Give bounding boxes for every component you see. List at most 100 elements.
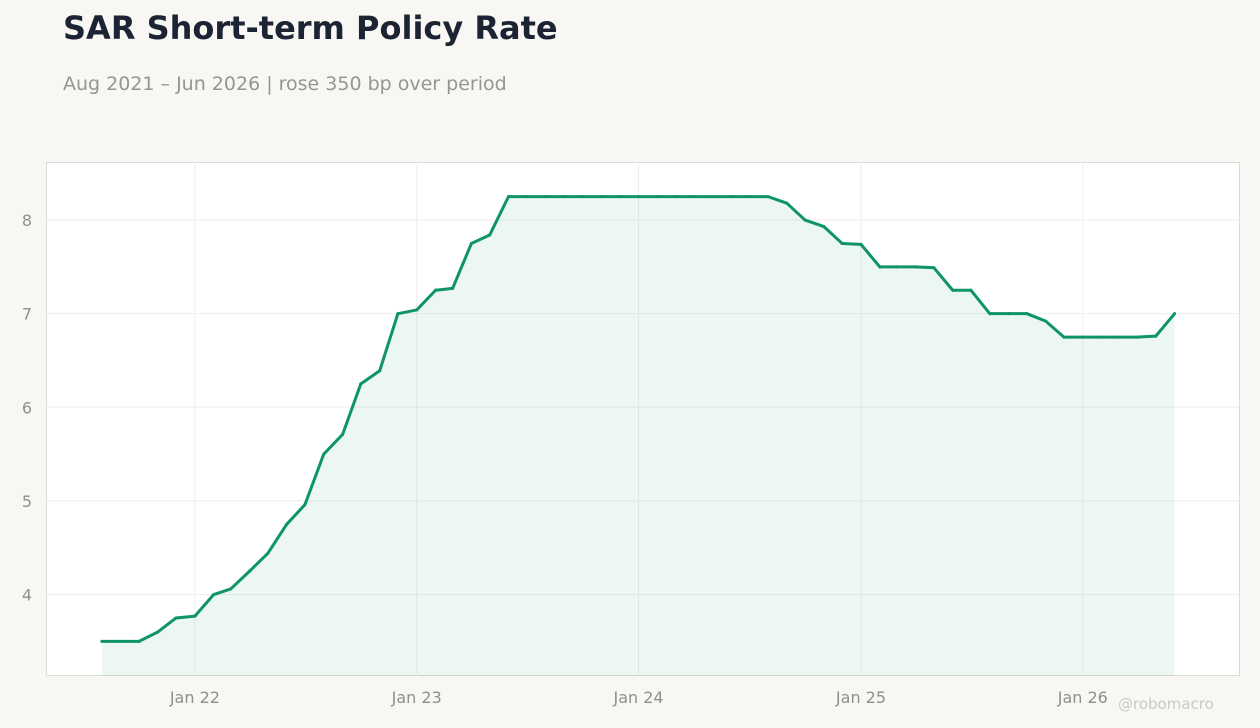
data-point <box>506 195 510 199</box>
line-segment <box>396 308 419 316</box>
line-segment <box>285 503 307 526</box>
line-segment <box>266 522 289 555</box>
line-segment <box>488 195 510 237</box>
line-segment <box>137 630 160 643</box>
line-segment <box>469 233 492 245</box>
data-point <box>766 195 770 199</box>
line-segment <box>822 225 844 245</box>
data-point <box>729 195 733 199</box>
y-tick-label: 6 <box>22 398 32 417</box>
data-point <box>710 195 714 199</box>
x-tick-label: Jan 25 <box>835 688 886 707</box>
data-point <box>840 241 844 245</box>
data-point <box>637 195 641 199</box>
y-tick-label: 7 <box>22 305 32 324</box>
line-segment <box>914 265 936 270</box>
line-segment <box>415 288 438 312</box>
x-tick-label: Jan 26 <box>1057 688 1108 707</box>
line-segment <box>1044 319 1066 339</box>
line-segment <box>341 382 363 436</box>
area-fill <box>101 196 1175 676</box>
line-segment <box>229 569 252 591</box>
line-segment <box>303 452 326 507</box>
data-point <box>285 522 289 526</box>
data-point <box>229 587 233 591</box>
x-axis-ticks: Jan 22 Jan 23 Jan 24 Jan 25 Jan 26 <box>169 688 1108 707</box>
data-point <box>581 195 585 199</box>
data-point <box>248 569 252 573</box>
grid-lines <box>46 162 1239 676</box>
line-segment <box>932 266 955 292</box>
line-segment <box>212 587 233 597</box>
x-tick-label: Jan 23 <box>391 688 442 707</box>
data-point <box>396 312 400 316</box>
data-point <box>322 452 326 456</box>
data-point <box>692 195 696 199</box>
data-point <box>434 288 438 292</box>
line-segment <box>322 432 345 456</box>
data-point <box>266 551 270 555</box>
line-segment <box>193 593 216 618</box>
data-point <box>1044 319 1048 323</box>
data-point <box>451 286 455 290</box>
data-point <box>988 312 992 316</box>
line-segment <box>156 616 178 634</box>
data-point <box>599 195 603 199</box>
data-point <box>951 288 955 292</box>
line-segment <box>359 369 382 386</box>
data-point <box>212 593 216 597</box>
data-points <box>100 195 1177 643</box>
data-point <box>1154 334 1158 338</box>
data-point <box>859 242 863 246</box>
data-point <box>1007 312 1011 316</box>
line-segment <box>840 241 863 246</box>
data-point <box>1173 312 1177 316</box>
data-point <box>1062 335 1066 339</box>
watermark: @robomacro <box>1118 695 1214 713</box>
line-segment <box>378 312 400 373</box>
data-point <box>488 233 492 237</box>
data-point <box>785 201 789 205</box>
line-segment <box>451 241 473 290</box>
data-point <box>655 195 659 199</box>
line-segment <box>1136 334 1158 339</box>
data-point <box>914 265 918 269</box>
x-tick-label: Jan 22 <box>169 688 220 707</box>
data-point <box>100 639 104 643</box>
data-point <box>803 218 807 222</box>
data-point <box>1025 312 1029 316</box>
line-segment <box>1154 312 1177 338</box>
data-point <box>1081 335 1085 339</box>
data-point <box>174 616 178 620</box>
data-point <box>673 195 677 199</box>
y-tick-label: 8 <box>22 211 32 230</box>
line-segment <box>766 195 789 205</box>
line-segment <box>859 242 882 269</box>
line-segment <box>969 288 992 316</box>
rate-line <box>100 195 1177 643</box>
data-point <box>341 432 345 436</box>
data-point <box>119 639 123 643</box>
x-tick-label: Jan 24 <box>612 688 663 707</box>
line-segment <box>785 201 807 222</box>
data-point <box>359 382 363 386</box>
data-point <box>562 195 566 199</box>
data-point <box>932 266 936 270</box>
data-point <box>544 195 548 199</box>
data-point <box>525 195 529 199</box>
y-tick-label: 5 <box>22 492 32 511</box>
y-tick-label: 4 <box>22 586 32 605</box>
data-point <box>878 265 882 269</box>
data-point <box>747 195 751 199</box>
data-point <box>969 288 973 292</box>
chart-title: SAR Short-term Policy Rate <box>63 9 558 47</box>
data-point <box>1136 335 1140 339</box>
data-point <box>378 369 382 373</box>
data-point <box>193 614 197 618</box>
line-segment <box>248 551 270 573</box>
data-point <box>618 195 622 199</box>
plot-area <box>46 162 1240 676</box>
line-segment <box>434 286 455 292</box>
data-point <box>156 630 160 634</box>
